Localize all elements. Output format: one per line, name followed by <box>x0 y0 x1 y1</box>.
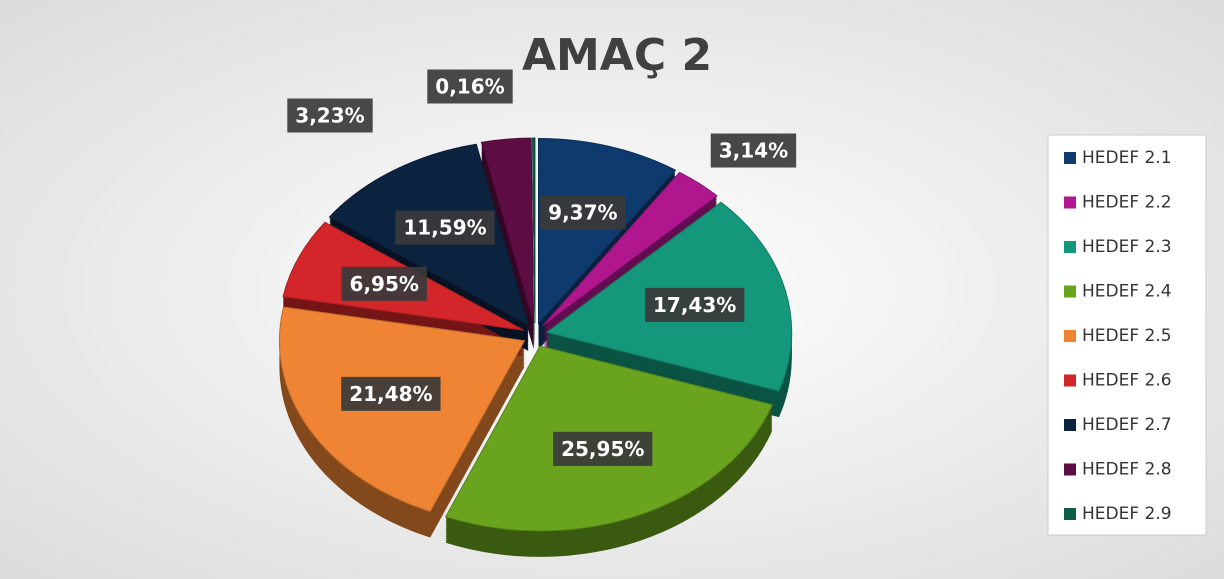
data-label-box <box>341 266 427 301</box>
legend-label: HEDEF 2.6 <box>1082 371 1172 391</box>
data-label-box <box>427 69 513 104</box>
legend-swatch <box>1064 374 1076 387</box>
chart-title: AMAÇ 2 <box>522 30 712 81</box>
data-label: 17,43% <box>653 293 736 317</box>
legend-swatch <box>1064 419 1076 431</box>
data-label: 9,37% <box>548 200 617 224</box>
slice <box>480 137 535 324</box>
legend-swatch <box>1064 196 1076 209</box>
data-label-box <box>540 195 626 230</box>
data-label-box <box>341 376 441 411</box>
legend-swatch <box>1064 285 1076 298</box>
data-label: 3,23% <box>295 104 364 128</box>
legend-label: HEDEF 2.4 <box>1082 282 1172 302</box>
legend-label: HEDEF 2.8 <box>1082 460 1172 480</box>
data-label-box <box>395 210 495 245</box>
legend-label: HEDEF 2.1 <box>1082 148 1172 168</box>
legend-swatch <box>1064 241 1076 253</box>
legend-swatch <box>1064 152 1076 164</box>
legend-label: HEDEF 2.2 <box>1082 193 1172 213</box>
data-label: 11,59% <box>403 216 486 240</box>
data-label: 0,16% <box>435 75 504 99</box>
data-label-box <box>553 431 653 466</box>
legend-label: HEDEF 2.9 <box>1082 504 1172 524</box>
legend-swatch <box>1064 508 1076 520</box>
data-label: 3,14% <box>719 139 788 163</box>
data-label: 6,95% <box>350 272 419 296</box>
legend-label: HEDEF 2.7 <box>1082 415 1172 435</box>
data-label: 25,95% <box>561 437 644 461</box>
legend-label: HEDEF 2.5 <box>1082 326 1172 346</box>
legend-swatch <box>1064 330 1076 342</box>
data-label-box <box>645 287 745 322</box>
data-label-box <box>710 133 797 168</box>
slice <box>538 138 677 325</box>
data-label: 21,48% <box>349 382 432 406</box>
slice <box>542 171 718 327</box>
slice <box>531 137 536 324</box>
data-label-box <box>287 98 373 133</box>
legend-swatch <box>1064 463 1076 476</box>
legend-label: HEDEF 2.3 <box>1082 237 1172 257</box>
